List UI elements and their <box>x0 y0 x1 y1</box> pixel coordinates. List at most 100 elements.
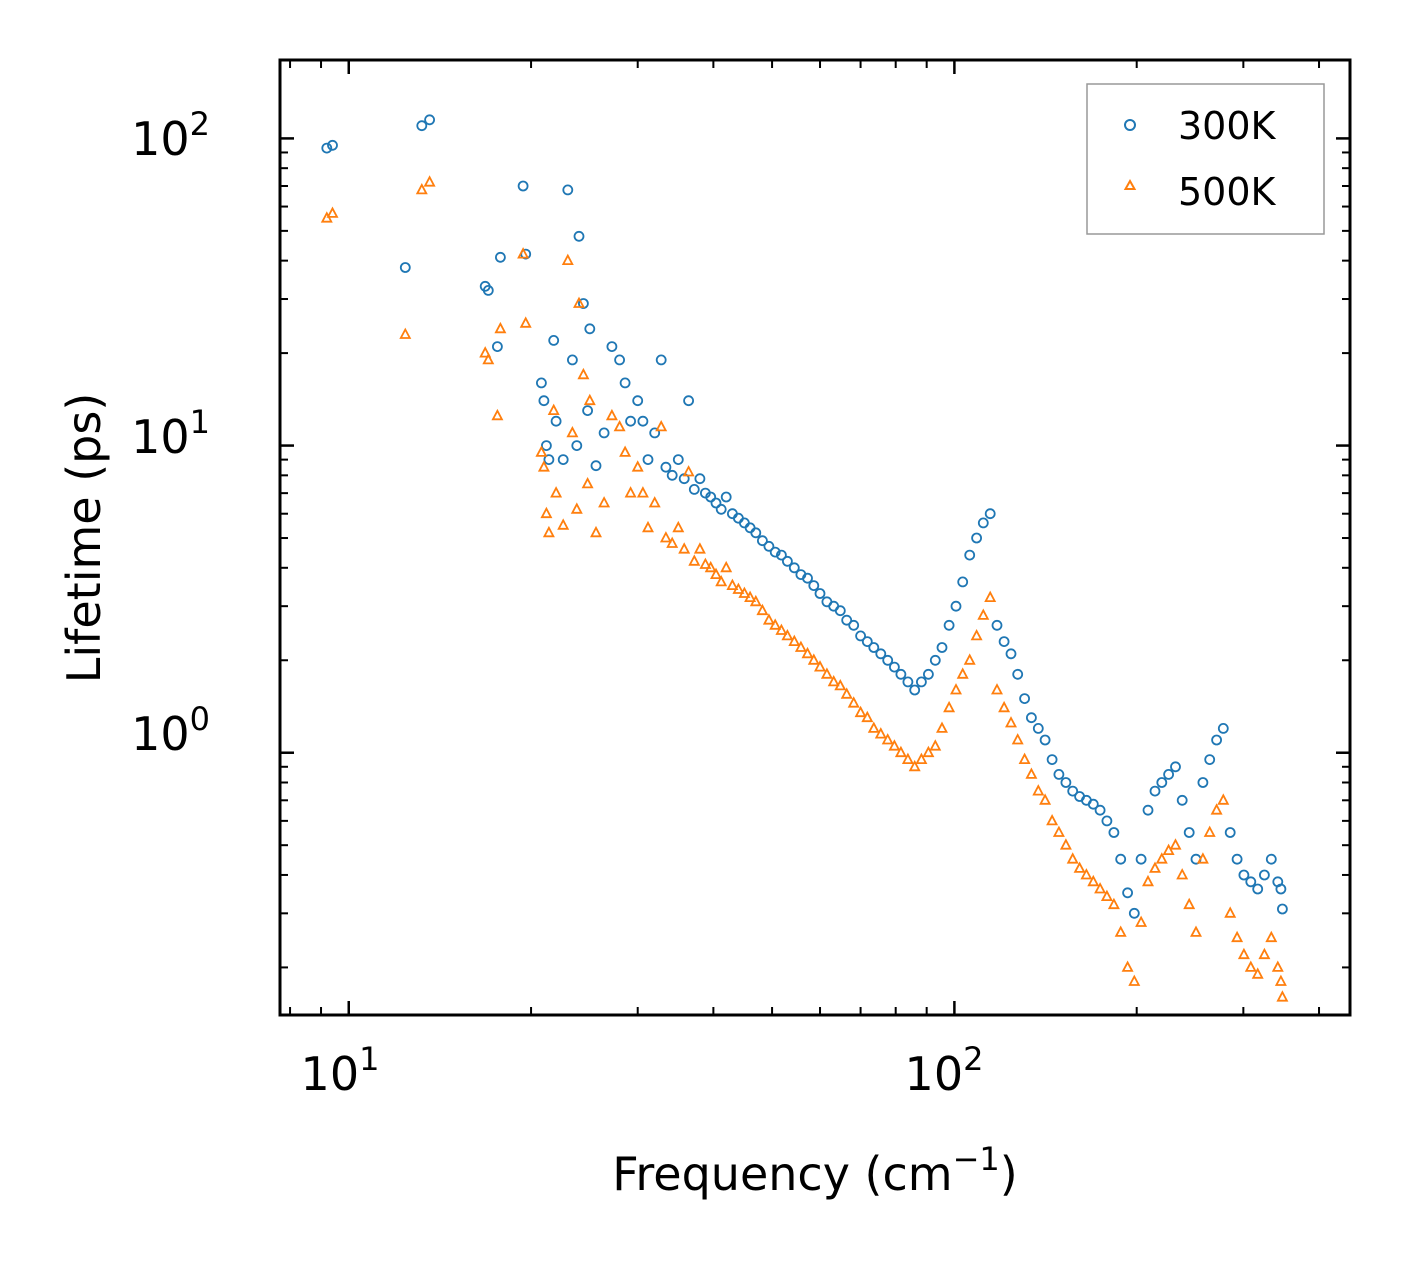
point-500k <box>943 700 956 713</box>
point-300k <box>1265 853 1277 865</box>
point-300k <box>1277 903 1288 915</box>
point-500k <box>1128 974 1141 986</box>
point-500k <box>540 506 553 519</box>
point-500k <box>998 700 1011 713</box>
point-300k <box>1231 853 1243 865</box>
point-500k <box>888 739 901 751</box>
point-300k <box>1019 693 1030 704</box>
point-300k <box>802 572 813 584</box>
point-300k <box>1183 827 1195 838</box>
point-300k <box>936 642 948 653</box>
point-500k <box>619 445 632 457</box>
point-500k <box>482 352 495 365</box>
point-300k <box>562 184 574 196</box>
point-500k <box>922 745 935 758</box>
point-500k <box>566 425 579 438</box>
point-500k <box>1073 861 1086 873</box>
point-300k <box>1245 876 1257 888</box>
point-500k <box>642 520 654 533</box>
point-500k <box>704 560 717 573</box>
point-500k <box>1176 868 1189 880</box>
point-300k <box>991 619 1003 631</box>
point-300k <box>984 508 996 520</box>
x-tick-label-1e1: 101 <box>301 1040 380 1101</box>
point-500k <box>807 653 820 665</box>
point-500k <box>908 759 921 772</box>
point-500k <box>1274 974 1287 986</box>
point-500k <box>794 640 807 652</box>
point-300k <box>957 576 969 588</box>
point-300k <box>757 535 768 547</box>
point-300k <box>582 405 593 417</box>
point-300k <box>889 661 900 673</box>
point-500k <box>840 687 853 699</box>
point-500k <box>583 393 596 406</box>
point-500k <box>491 408 504 421</box>
point-300k <box>1259 869 1270 881</box>
point-500k <box>847 696 860 708</box>
point-500k <box>678 542 691 554</box>
point-300k <box>598 427 610 439</box>
point-500k <box>1032 784 1045 796</box>
point-500k <box>970 628 983 641</box>
point-300k <box>625 415 636 427</box>
point-300k <box>950 600 962 612</box>
point-300k <box>1115 853 1127 865</box>
point-500k <box>613 419 626 432</box>
point-300k <box>399 262 411 273</box>
point-300k <box>672 454 684 466</box>
point-500k <box>666 536 679 548</box>
point-500k <box>1025 767 1038 779</box>
point-500k <box>977 608 990 620</box>
plot-frame <box>278 58 1352 1017</box>
y-tick-label-1e0: 100 <box>131 700 210 761</box>
legend-box <box>1086 83 1325 235</box>
point-300k <box>494 251 506 263</box>
point-500k <box>991 683 1003 695</box>
point-500k <box>861 710 874 723</box>
point-500k <box>624 486 637 498</box>
point-500k <box>561 253 574 266</box>
point-500k <box>929 739 942 751</box>
point-300k <box>715 503 727 515</box>
point-300k <box>1204 754 1216 765</box>
point-300k <box>1149 785 1161 797</box>
point-300k <box>614 354 625 366</box>
point-500k <box>984 590 997 602</box>
point-500k <box>326 206 339 218</box>
point-500k <box>915 752 928 764</box>
point-500k <box>519 316 532 328</box>
point-500k <box>775 623 788 635</box>
point-500k <box>738 586 751 598</box>
point-500k <box>1203 825 1216 837</box>
point-500k <box>1276 990 1289 1002</box>
point-300k <box>998 636 1010 647</box>
point-300k <box>538 395 550 407</box>
point-500k <box>1066 852 1079 864</box>
point-500k <box>1080 868 1093 880</box>
point-500k <box>1190 925 1202 937</box>
point-500k <box>636 486 649 498</box>
point-500k <box>550 486 563 498</box>
point-500k <box>672 520 685 533</box>
point-300k <box>619 377 631 389</box>
point-300k <box>491 341 503 353</box>
point-500k <box>581 476 594 489</box>
point-300k <box>1046 754 1058 765</box>
point-300k <box>895 668 907 680</box>
point-500k <box>1059 838 1072 850</box>
point-500k <box>874 727 887 739</box>
point-300k <box>688 483 700 495</box>
point-500k <box>1094 882 1107 894</box>
point-300k <box>855 630 866 642</box>
point-500k <box>950 683 962 695</box>
point-500k <box>756 603 769 616</box>
point-300k <box>1122 887 1133 899</box>
x-tick-label-1e2: 102 <box>905 1040 984 1101</box>
point-300k <box>1039 734 1051 746</box>
point-500k <box>963 653 976 665</box>
point-500k <box>936 721 948 733</box>
point-300k <box>788 562 800 574</box>
point-500k <box>1162 843 1175 855</box>
point-300k <box>848 619 860 631</box>
